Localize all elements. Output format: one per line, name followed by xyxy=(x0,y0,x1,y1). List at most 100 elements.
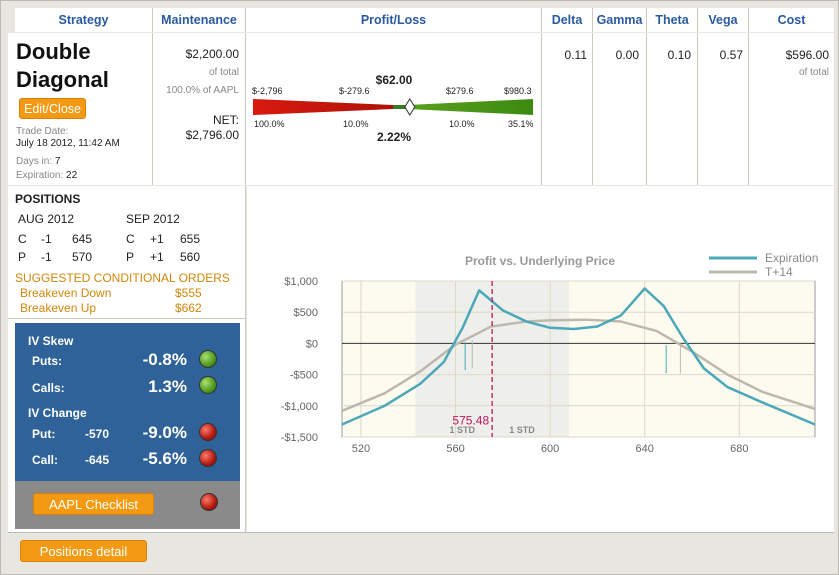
header-profit-loss: Profit/Loss xyxy=(246,8,542,32)
cost-amount: $596.00 xyxy=(785,48,829,62)
strategy-name-line1: Double xyxy=(16,39,91,64)
days-in-label: Days in: xyxy=(16,156,53,167)
header-gamma: Gamma xyxy=(593,8,647,32)
iv-put-value: -9.0% xyxy=(142,423,187,442)
trade-date-label: Trade Date: xyxy=(16,126,69,137)
pl-bar xyxy=(253,98,533,116)
y-tick-label: $500 xyxy=(294,307,318,319)
iv-call-label: Call: xyxy=(32,453,59,467)
iv-calls-label: Calls: xyxy=(32,381,65,395)
profit-chart: $1,000 $500 $0 -$500 -$1,000 -$1,500 520 560 600… xyxy=(281,251,819,455)
cost-cell: $596.00 of total xyxy=(749,33,834,185)
put-status-red-icon xyxy=(199,423,217,441)
positions-title: POSITIONS xyxy=(15,192,81,206)
iv-puts-label: Puts: xyxy=(32,354,62,368)
header-cost: Cost xyxy=(749,8,834,32)
plot-area xyxy=(341,280,816,438)
positions-detail-button[interactable]: Positions detail xyxy=(20,540,147,562)
x-tick-label: 680 xyxy=(730,443,748,455)
iv-skew-title: IV Skew xyxy=(28,334,74,348)
position-row-1-qty1: -1 xyxy=(41,232,52,246)
suggested-orders-title: SUGGESTED CONDITIONAL ORDERS xyxy=(15,271,230,285)
days-in-value: 7 xyxy=(54,156,61,167)
pl-bar-loss xyxy=(253,99,393,115)
position-row-1-strike2: 655 xyxy=(180,232,201,246)
delta-cell: 0.11 xyxy=(542,33,593,185)
pl-left-max: $-2,796 xyxy=(252,86,283,96)
pl-bar-center xyxy=(393,105,408,109)
y-tick-label: -$1,500 xyxy=(281,432,318,444)
call-status-red-icon xyxy=(199,449,217,467)
iv-put-strike: -570 xyxy=(85,427,110,441)
theta-value: 0.10 xyxy=(667,48,691,62)
x-tick-label: 600 xyxy=(541,443,559,455)
strategy-name-line2: Diagonal xyxy=(16,67,109,92)
iv-call-strike: -645 xyxy=(85,453,110,467)
pl-marker-icon xyxy=(404,98,416,116)
header-theta: Theta xyxy=(647,8,698,32)
position-row-1-type2: C xyxy=(126,232,135,246)
pl-current: $62.00 xyxy=(375,73,413,87)
header-vega: Vega xyxy=(698,8,749,32)
breakeven-down-value: $555 xyxy=(175,286,202,300)
maintenance-cell: $2,200.00 of total 100.0% of AAPL NET: $… xyxy=(153,33,246,185)
position-row-2-qty1: -1 xyxy=(41,250,52,264)
gamma-cell: 0.00 xyxy=(593,33,647,185)
position-row-2-type1: P xyxy=(18,250,27,264)
position-row-2-strike1: 570 xyxy=(72,250,93,264)
pl-pct: 2.22% xyxy=(376,130,412,144)
position-row-2-strike2: 560 xyxy=(180,250,201,264)
puts-status-green-icon xyxy=(199,350,217,368)
pl-right-max-pct: 35.1% xyxy=(508,119,534,129)
std-label-right: 1 STD xyxy=(509,425,535,435)
legend-label: T+14 xyxy=(765,265,793,279)
profit-loss-cell: $62.00 $-2,796 $-279.6 $279.6 $980.3 100… xyxy=(246,33,542,185)
std-label-left: 1 STD xyxy=(450,425,476,435)
header-strategy: Strategy xyxy=(15,8,153,32)
header-delta: Delta xyxy=(542,8,593,32)
days-in: Days in: 7 xyxy=(16,156,60,167)
header-maintenance: Maintenance xyxy=(153,8,246,32)
expiration: Expiration: 22 xyxy=(16,170,77,181)
theta-cell: 0.10 xyxy=(647,33,698,185)
y-tick-label: -$1,000 xyxy=(281,401,318,413)
pl-bar-profit xyxy=(408,99,533,115)
positions-month-2: SEP 2012 xyxy=(126,212,180,226)
iv-calls-value: 1.3% xyxy=(148,377,187,396)
edit-close-button[interactable]: Edit/Close xyxy=(19,98,86,119)
pl-right-mid-pct: 10.0% xyxy=(449,119,475,129)
vega-value: 0.57 xyxy=(719,48,743,62)
iv-panel: IV Skew Puts: -0.8% Calls: 1.3% IV Chang… xyxy=(15,323,240,481)
iv-change-title: IV Change xyxy=(28,406,87,420)
maintenance-amount: $2,200.00 xyxy=(185,47,239,61)
position-row-2-qty2: +1 xyxy=(150,250,164,264)
iv-puts-value: -0.8% xyxy=(142,350,187,369)
checklist-panel: AAPL Checklist xyxy=(15,481,240,529)
legend-label: Expiration xyxy=(765,251,818,265)
breakeven-up-value: $662 xyxy=(175,301,202,315)
maintenance-pct: 100.0% of AAPL xyxy=(166,85,239,96)
iv-put-label: Put: xyxy=(32,427,56,441)
chart-panel: $1,000 $500 $0 -$500 -$1,000 -$1,500 520 560 600… xyxy=(247,186,834,532)
net-label: NET: xyxy=(212,113,239,127)
breakeven-down-label: Breakeven Down xyxy=(20,286,112,300)
pl-right-max: $980.3 xyxy=(504,86,532,96)
y-tick-label: -$500 xyxy=(290,370,318,382)
trade-date-value: July 18 2012, 11:42 AM xyxy=(16,138,120,149)
x-tick-label: 520 xyxy=(352,443,370,455)
gamma-value: 0.00 xyxy=(615,48,639,62)
pl-left-max-pct: 100.0% xyxy=(254,119,285,129)
y-tick-label: $0 xyxy=(306,338,318,350)
expiration-label: Expiration: xyxy=(16,170,64,181)
x-tick-label: 560 xyxy=(446,443,464,455)
positions-divider xyxy=(8,318,246,319)
footer-divider xyxy=(8,532,834,533)
pl-right-mid: $279.6 xyxy=(446,86,474,96)
expiration-value: 22 xyxy=(66,170,78,181)
x-tick-label: 640 xyxy=(636,443,654,455)
position-row-1-strike1: 645 xyxy=(72,232,93,246)
position-row-2-type2: P xyxy=(126,250,135,264)
iv-call-value: -5.6% xyxy=(142,449,187,468)
vega-cell: 0.57 xyxy=(698,33,749,185)
aapl-checklist-button[interactable]: AAPL Checklist xyxy=(33,493,154,515)
